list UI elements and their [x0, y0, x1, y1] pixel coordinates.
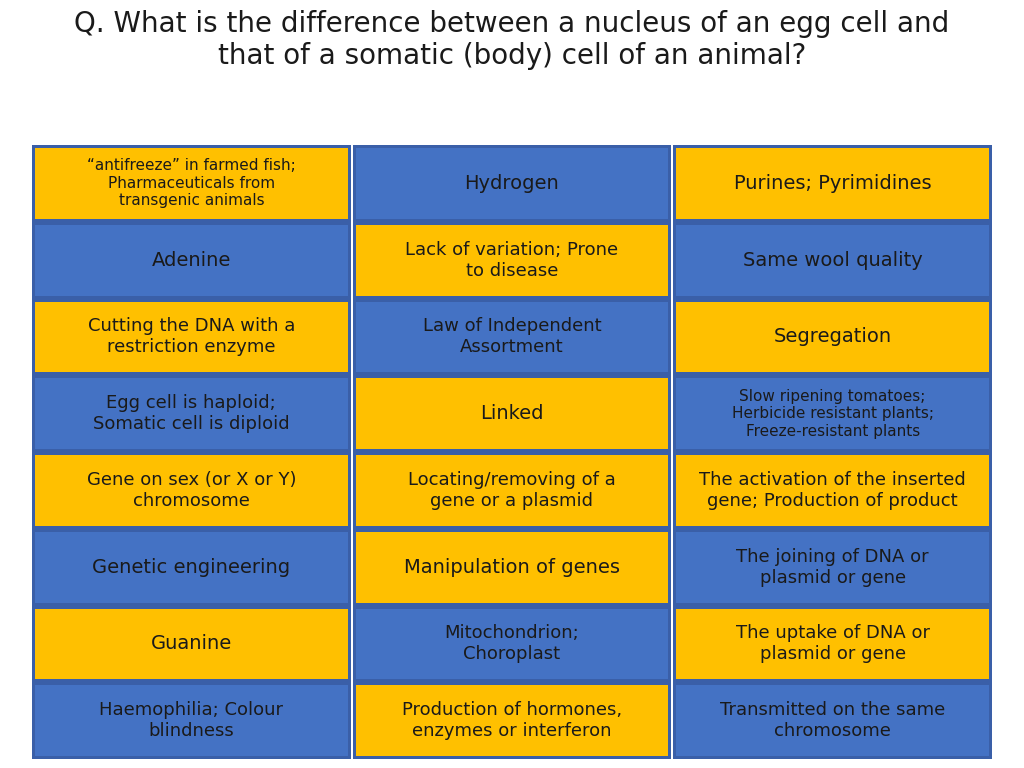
Text: Slow ripening tomatoes;
Herbicide resistant plants;
Freeze-resistant plants: Slow ripening tomatoes; Herbicide resist… [732, 389, 934, 439]
Text: Purines; Pyrimidines: Purines; Pyrimidines [734, 174, 932, 193]
FancyBboxPatch shape [674, 376, 992, 452]
FancyBboxPatch shape [32, 299, 350, 376]
FancyBboxPatch shape [676, 379, 989, 449]
FancyBboxPatch shape [352, 222, 672, 299]
Text: Segregation: Segregation [773, 327, 892, 346]
FancyBboxPatch shape [32, 452, 350, 528]
FancyBboxPatch shape [674, 452, 992, 528]
FancyBboxPatch shape [676, 685, 989, 756]
FancyBboxPatch shape [355, 379, 669, 449]
FancyBboxPatch shape [355, 455, 669, 526]
FancyBboxPatch shape [674, 605, 992, 682]
Text: Same wool quality: Same wool quality [742, 250, 923, 270]
FancyBboxPatch shape [35, 455, 348, 526]
Text: Transmitted on the same
chromosome: Transmitted on the same chromosome [720, 701, 945, 740]
FancyBboxPatch shape [355, 225, 669, 296]
Text: Q. What is the difference between a nucleus of an egg cell and
that of a somatic: Q. What is the difference between a nucl… [75, 10, 949, 71]
FancyBboxPatch shape [32, 145, 350, 222]
FancyBboxPatch shape [32, 376, 350, 452]
Text: Mitochondrion;
Choroplast: Mitochondrion; Choroplast [444, 624, 580, 664]
FancyBboxPatch shape [352, 376, 672, 452]
FancyBboxPatch shape [355, 685, 669, 756]
FancyBboxPatch shape [32, 528, 350, 605]
FancyBboxPatch shape [352, 605, 672, 682]
Text: Cutting the DNA with a
restriction enzyme: Cutting the DNA with a restriction enzym… [88, 317, 295, 356]
FancyBboxPatch shape [674, 145, 992, 222]
FancyBboxPatch shape [676, 225, 989, 296]
FancyBboxPatch shape [355, 148, 669, 219]
Text: The activation of the inserted
gene; Production of product: The activation of the inserted gene; Pro… [699, 471, 966, 510]
FancyBboxPatch shape [352, 528, 672, 605]
FancyBboxPatch shape [674, 299, 992, 376]
Text: Genetic engineering: Genetic engineering [92, 558, 291, 577]
FancyBboxPatch shape [355, 302, 669, 372]
Text: Law of Independent
Assortment: Law of Independent Assortment [423, 317, 601, 356]
FancyBboxPatch shape [674, 682, 992, 759]
FancyBboxPatch shape [676, 302, 989, 372]
Text: Production of hormones,
enzymes or interferon: Production of hormones, enzymes or inter… [402, 701, 622, 740]
FancyBboxPatch shape [352, 145, 672, 222]
FancyBboxPatch shape [35, 148, 348, 219]
Text: Lack of variation; Prone
to disease: Lack of variation; Prone to disease [406, 240, 618, 280]
FancyBboxPatch shape [35, 608, 348, 679]
Text: Manipulation of genes: Manipulation of genes [404, 558, 620, 577]
FancyBboxPatch shape [352, 299, 672, 376]
FancyBboxPatch shape [676, 148, 989, 219]
FancyBboxPatch shape [674, 222, 992, 299]
Text: Hydrogen: Hydrogen [465, 174, 559, 193]
FancyBboxPatch shape [32, 682, 350, 759]
FancyBboxPatch shape [676, 531, 989, 603]
FancyBboxPatch shape [355, 531, 669, 603]
Text: Linked: Linked [480, 404, 544, 423]
FancyBboxPatch shape [35, 685, 348, 756]
FancyBboxPatch shape [676, 455, 989, 526]
FancyBboxPatch shape [32, 222, 350, 299]
FancyBboxPatch shape [35, 302, 348, 372]
FancyBboxPatch shape [35, 379, 348, 449]
FancyBboxPatch shape [35, 531, 348, 603]
FancyBboxPatch shape [674, 528, 992, 605]
Text: Guanine: Guanine [151, 634, 232, 654]
FancyBboxPatch shape [676, 608, 989, 679]
Text: The uptake of DNA or
plasmid or gene: The uptake of DNA or plasmid or gene [735, 624, 930, 664]
FancyBboxPatch shape [355, 608, 669, 679]
Text: The joining of DNA or
plasmid or gene: The joining of DNA or plasmid or gene [736, 548, 929, 587]
Text: Haemophilia; Colour
blindness: Haemophilia; Colour blindness [99, 701, 284, 740]
Text: Locating/removing of a
gene or a plasmid: Locating/removing of a gene or a plasmid [409, 471, 615, 510]
FancyBboxPatch shape [32, 605, 350, 682]
Text: Gene on sex (or X or Y)
chromosome: Gene on sex (or X or Y) chromosome [87, 471, 296, 510]
Text: “antifreeze” in farmed fish;
Pharmaceuticals from
transgenic animals: “antifreeze” in farmed fish; Pharmaceuti… [87, 158, 296, 208]
Text: Adenine: Adenine [152, 250, 231, 270]
Text: Egg cell is haploid;
Somatic cell is diploid: Egg cell is haploid; Somatic cell is dip… [93, 394, 290, 433]
FancyBboxPatch shape [352, 682, 672, 759]
FancyBboxPatch shape [352, 452, 672, 528]
FancyBboxPatch shape [35, 225, 348, 296]
